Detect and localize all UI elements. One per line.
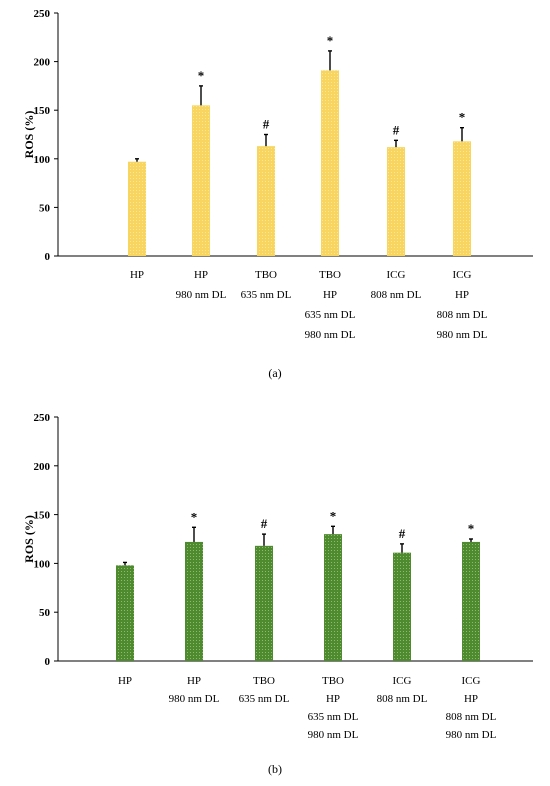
y-tick-label: 200 <box>34 57 51 69</box>
bar <box>192 105 210 256</box>
bar <box>321 70 339 257</box>
category-label: HP <box>464 693 478 705</box>
bar <box>462 541 480 661</box>
category-label: TBO <box>319 269 341 281</box>
category-label: 808 nm DL <box>446 711 497 723</box>
category-label: 980 nm DL <box>176 289 227 301</box>
chart-panel-a: 0 50 100 150 200 250 ROS (%) HP * HP 980 nm DL # TBO… <box>22 8 533 380</box>
significance-marker: * <box>459 110 466 125</box>
panel-label: (a) <box>268 366 281 380</box>
category-label: 808 nm DL <box>437 309 488 321</box>
category-label: 980 nm DL <box>446 729 497 741</box>
significance-marker: # <box>393 122 400 137</box>
y-tick-label: 150 <box>34 510 51 522</box>
significance-marker: * <box>198 68 205 83</box>
y-tick-label: 50 <box>39 607 51 619</box>
category-label: HP <box>323 289 337 301</box>
category-label: 980 nm DL <box>437 329 488 341</box>
category-label: 808 nm DL <box>371 289 422 301</box>
bar <box>185 541 203 661</box>
significance-marker: * <box>468 521 475 536</box>
category-label: TBO <box>253 675 275 687</box>
y-tick-label: 150 <box>34 105 51 117</box>
category-label: 635 nm DL <box>308 711 359 723</box>
category-label: TBO <box>322 675 344 687</box>
significance-marker: # <box>263 117 270 132</box>
category-label: HP <box>187 675 201 687</box>
bar <box>255 545 273 661</box>
significance-marker: * <box>330 508 337 523</box>
significance-marker: * <box>191 509 198 524</box>
category-label: 635 nm DL <box>241 289 292 301</box>
category-label: ICG <box>453 269 472 281</box>
y-tick-label: 0 <box>45 656 51 668</box>
category-label: HP <box>130 269 144 281</box>
y-tick-label: 50 <box>39 202 51 214</box>
category-label: 980 nm DL <box>308 729 359 741</box>
category-label: 980 nm DL <box>169 693 220 705</box>
panel-label: (b) <box>268 762 282 776</box>
bar <box>453 141 471 256</box>
y-tick-label: 100 <box>34 558 51 570</box>
category-label: 635 nm DL <box>239 693 290 705</box>
bar <box>393 552 411 661</box>
y-tick-label: 250 <box>34 8 51 20</box>
bar <box>324 534 342 661</box>
y-axis-title: ROS (%) <box>22 111 36 159</box>
category-label: ICG <box>462 675 481 687</box>
category-label: ICG <box>393 675 412 687</box>
category-label: HP <box>118 675 132 687</box>
bar <box>128 161 146 256</box>
category-label: 635 nm DL <box>305 309 356 321</box>
y-tick-label: 100 <box>34 154 51 166</box>
category-label: HP <box>194 269 208 281</box>
category-label: HP <box>326 693 340 705</box>
category-label: 980 nm DL <box>305 329 356 341</box>
category-label: TBO <box>255 269 277 281</box>
y-tick-label: 200 <box>34 461 51 473</box>
category-label: 808 nm DL <box>377 693 428 705</box>
category-label: ICG <box>387 269 406 281</box>
category-label: HP <box>455 289 469 301</box>
significance-marker: * <box>327 33 334 48</box>
chart-panel-b: 0 50 100 150 200 250 ROS (%) HP * HP 980 nm DL # TBO… <box>22 412 533 776</box>
bar <box>116 565 134 661</box>
bar <box>257 146 275 256</box>
y-tick-label: 0 <box>45 251 51 263</box>
y-tick-label: 250 <box>34 412 51 424</box>
significance-marker: # <box>261 516 268 531</box>
significance-marker: # <box>399 526 406 541</box>
bar <box>387 147 405 256</box>
y-axis-title: ROS (%) <box>22 515 36 563</box>
